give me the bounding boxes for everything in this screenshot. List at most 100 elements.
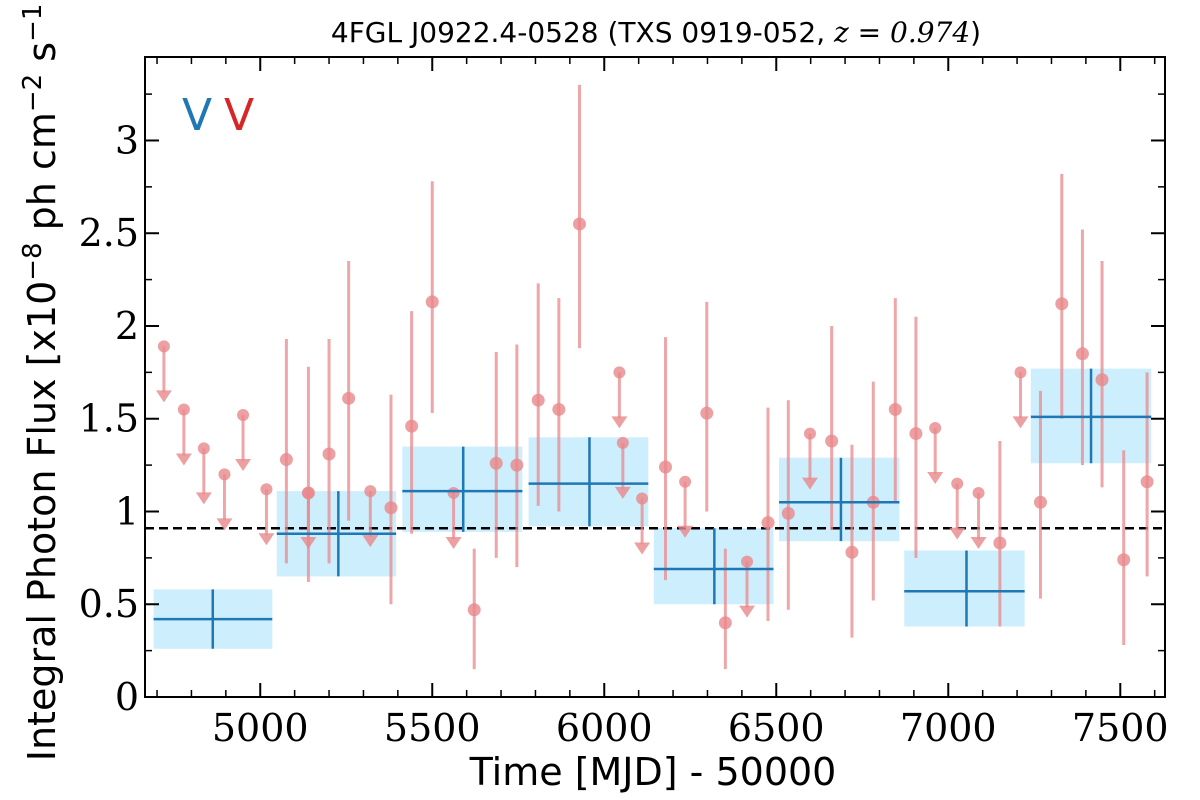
chart-title: 4FGL J0922.4-0528 (TXS 0919-052, z = 0.9… xyxy=(331,16,981,49)
fine-data-point xyxy=(405,419,419,433)
fine-data-point xyxy=(825,434,839,448)
y-tick-label: 2.5 xyxy=(79,211,139,255)
fine-data-point xyxy=(467,603,481,617)
upper-limit-arrow xyxy=(235,459,252,472)
coarse-bin-bands xyxy=(153,368,1152,649)
y-tick-label: 2 xyxy=(115,304,139,348)
upper-limit-point xyxy=(302,486,315,499)
upper-limit-arrow xyxy=(739,605,756,618)
fine-data-point xyxy=(1033,495,1047,509)
y-axis-label-exp2: −2 xyxy=(18,74,48,112)
y-axis-label-part1: Integral Photon Flux [x10 xyxy=(20,281,64,762)
fine-data-point xyxy=(322,447,336,461)
y-axis-label-close: ] xyxy=(20,0,64,4)
fine-data-point xyxy=(342,391,356,405)
coarse-bin-series xyxy=(153,368,1152,649)
fine-data-point xyxy=(572,217,586,231)
upper-limit-arrow xyxy=(677,525,694,538)
fine-data-point xyxy=(1117,553,1131,567)
y-tick-label: 1 xyxy=(115,489,139,533)
marker-v-red: V xyxy=(224,90,254,141)
upper-limit-arrow xyxy=(300,536,317,549)
fine-data-point xyxy=(510,458,524,472)
fine-data-point xyxy=(888,402,902,416)
upper-limit-point xyxy=(447,486,460,499)
x-tick-label: 7000 xyxy=(900,706,997,750)
upper-limit-point xyxy=(803,427,816,440)
upper-limit-point xyxy=(260,483,273,496)
x-tick-label: 5500 xyxy=(384,706,481,750)
upper-limit-point xyxy=(237,409,250,422)
fine-data-point xyxy=(1055,297,1069,311)
fine-data-point xyxy=(1140,475,1154,489)
upper-limit-arrow xyxy=(362,535,379,548)
upper-limit-arrow xyxy=(1012,416,1029,429)
upper-limit-point xyxy=(197,442,210,455)
x-axis-label: Time [MJD] - 50000 xyxy=(469,750,837,794)
axis-ticks: 5000 5500 6000 6500 7000 7500 0 0.5 1 1.5 2 2.5 3 xyxy=(79,57,1169,750)
upper-limit-point xyxy=(616,436,629,449)
upper-limit-point xyxy=(1014,366,1027,379)
chart-title-close: ) xyxy=(970,16,981,49)
upper-limit-point xyxy=(972,486,985,499)
y-tick-label: 0 xyxy=(115,675,139,719)
upper-limit-arrow xyxy=(445,536,462,549)
y-tick-label: 1.5 xyxy=(79,397,139,441)
upper-limit-arrow xyxy=(155,390,172,403)
upper-limit-arrow xyxy=(614,486,631,499)
upper-limit-arrow xyxy=(258,533,275,546)
upper-limit-arrow xyxy=(801,477,818,490)
coarse-bin-band xyxy=(904,550,1025,627)
upper-limit-point xyxy=(157,340,170,353)
upper-limit-point xyxy=(951,477,964,490)
fine-data-point xyxy=(700,406,714,420)
flare-markers: V V xyxy=(182,90,254,141)
fine-data-point xyxy=(384,501,398,515)
y-tick-label: 3 xyxy=(115,118,139,162)
upper-limit-arrow xyxy=(927,472,944,485)
x-tick-label: 5000 xyxy=(212,706,309,750)
fine-data-point xyxy=(718,616,732,630)
upper-limit-point xyxy=(636,492,649,505)
fine-bin-series xyxy=(155,84,1154,670)
x-tick-label: 6500 xyxy=(728,706,825,750)
y-axis-label-part3: s xyxy=(20,42,64,74)
upper-limit-point xyxy=(929,422,942,435)
upper-limit-point xyxy=(177,403,190,416)
fine-data-point xyxy=(909,427,923,441)
x-tick-label: 6000 xyxy=(556,706,653,750)
chart-title-redshift: z = 0.974 xyxy=(833,16,970,49)
fine-data-point xyxy=(531,393,545,407)
upper-limit-arrow xyxy=(634,542,651,555)
upper-limit-arrow xyxy=(216,518,233,531)
fine-data-point xyxy=(1075,347,1089,361)
y-axis-label-part2: ph cm xyxy=(20,112,64,242)
fine-data-point xyxy=(425,295,439,309)
fine-data-point xyxy=(1095,373,1109,387)
upper-limit-arrow xyxy=(611,416,628,429)
fine-data-point xyxy=(781,506,795,520)
upper-limit-point xyxy=(364,485,377,498)
marker-v-blue: V xyxy=(182,90,212,141)
fine-data-point xyxy=(552,402,566,416)
upper-limit-point xyxy=(741,555,754,568)
upper-limit-point xyxy=(679,475,692,488)
fine-data-point xyxy=(761,516,775,530)
fine-data-point xyxy=(489,456,503,470)
x-tick-label: 7500 xyxy=(1072,706,1169,750)
fine-data-point xyxy=(658,460,672,474)
y-axis-label: Integral Photon Flux [x10−8 ph cm−2 s−1] xyxy=(18,0,64,761)
upper-limit-arrow xyxy=(970,536,987,549)
plot-frame xyxy=(144,56,1166,698)
upper-limit-arrow xyxy=(195,492,212,505)
fine-data-point xyxy=(279,453,293,467)
y-axis-label-exp3: −1 xyxy=(18,4,48,42)
fine-data-point xyxy=(993,536,1007,550)
upper-limit-arrow xyxy=(175,453,192,466)
upper-limit-point xyxy=(218,468,231,481)
upper-limit-point xyxy=(613,366,626,379)
chart-title-text: 4FGL J0922.4-0528 (TXS 0919-052, xyxy=(331,16,834,49)
fine-data-point xyxy=(845,545,859,559)
y-axis-label-exp1: −8 xyxy=(18,242,48,280)
